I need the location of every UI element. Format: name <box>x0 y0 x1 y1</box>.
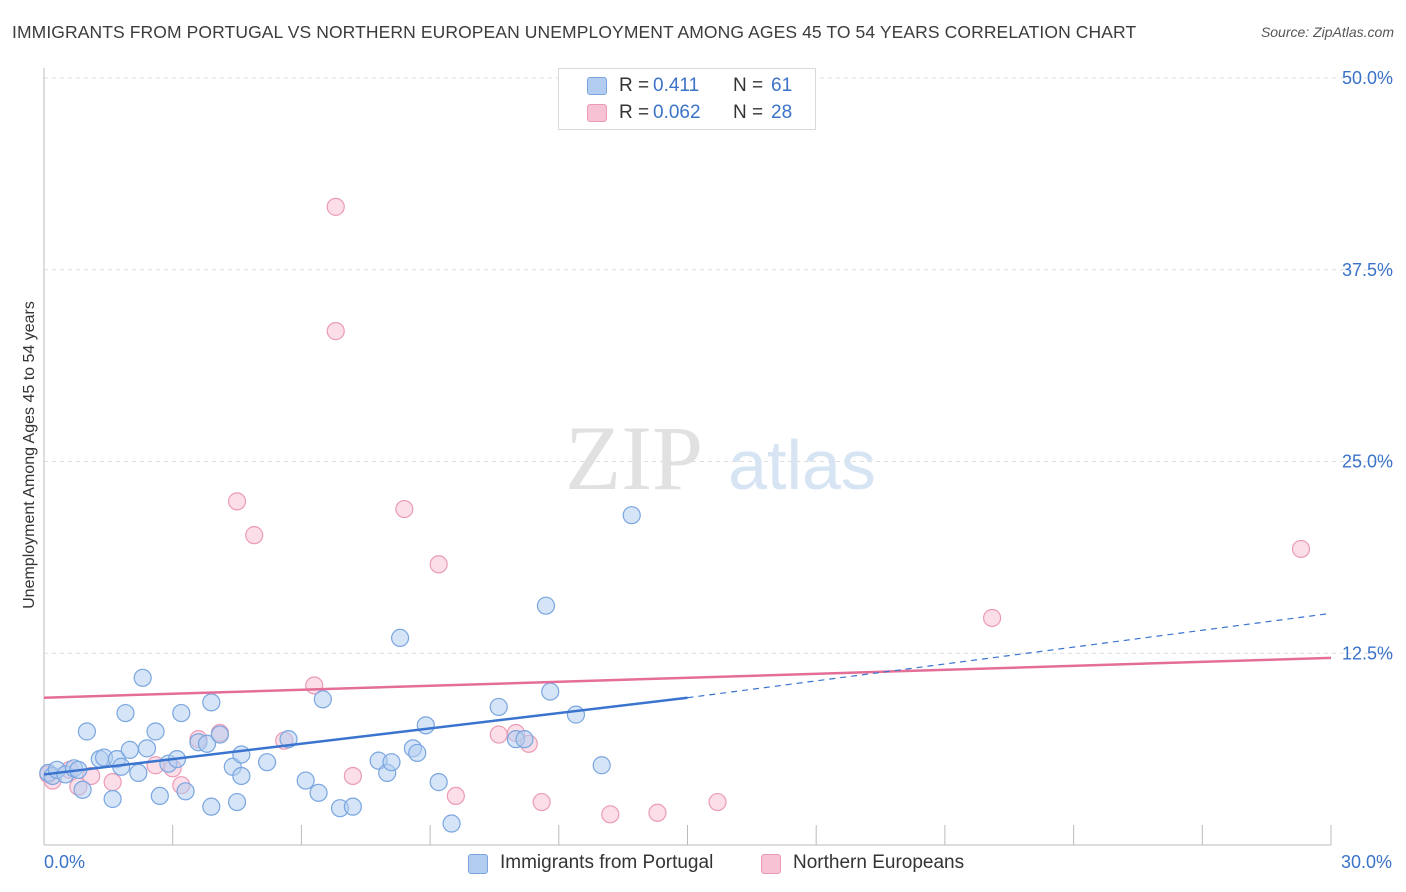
point-immigrants-from-portugal <box>442 814 461 833</box>
series-legend: Immigrants from Portugal Northern Europe… <box>0 852 1406 878</box>
point-northern-europeans <box>1291 539 1311 559</box>
point-immigrants-from-portugal <box>77 722 97 741</box>
point-immigrants-from-portugal <box>390 628 410 648</box>
legend-n-value: 28 <box>771 102 793 123</box>
point-northern-europeans <box>648 803 667 822</box>
legend-swatch-blue <box>468 854 488 874</box>
point-northern-europeans <box>326 322 345 341</box>
point-immigrants-from-portugal <box>202 693 221 712</box>
point-immigrants-from-portugal <box>120 740 139 759</box>
axes <box>43 68 1332 846</box>
watermark-atlas: atlas <box>728 426 876 504</box>
point-immigrants-from-portugal <box>429 773 448 792</box>
legend-swatch-pink <box>761 854 781 874</box>
series-northern-europeans <box>39 197 1311 824</box>
trendline-extension-immigrants-from-portugal <box>687 612 1332 699</box>
y-tick-label: 37.5% <box>1342 260 1393 280</box>
legend-swatch-blue <box>587 77 607 95</box>
point-immigrants-from-portugal <box>137 739 157 758</box>
legend-r-label: R = <box>619 102 650 123</box>
point-northern-europeans <box>103 773 122 792</box>
point-immigrants-from-portugal <box>489 697 508 717</box>
watermark-zip: ZIP <box>565 407 703 509</box>
legend-n-label: N = <box>733 102 764 123</box>
point-immigrants-from-portugal <box>309 783 328 802</box>
y-tick-labels: 12.5% 25.0% 37.5% 50.0% <box>1342 68 1393 663</box>
point-northern-europeans <box>227 492 247 511</box>
point-northern-europeans <box>489 725 508 744</box>
point-northern-europeans <box>245 526 264 545</box>
y-tick-label: 25.0% <box>1342 452 1393 472</box>
legend-swatch-pink <box>587 104 607 122</box>
series-immigrants-from-portugal <box>39 506 641 833</box>
point-immigrants-from-portugal <box>541 682 560 701</box>
legend-r-label: R = <box>619 75 650 96</box>
point-immigrants-from-portugal <box>103 789 122 809</box>
point-immigrants-from-portugal <box>176 782 195 801</box>
point-immigrants-from-portugal <box>172 703 191 723</box>
point-immigrants-from-portugal <box>566 705 586 724</box>
legend-r-value: 0.411 <box>653 75 700 96</box>
point-northern-europeans <box>343 766 362 786</box>
point-northern-europeans <box>326 197 345 216</box>
chart-title: IMMIGRANTS FROM PORTUGAL VS NORTHERN EUR… <box>12 22 1137 42</box>
point-immigrants-from-portugal <box>592 756 611 775</box>
source-attribution: Source: ZipAtlas.com <box>1260 24 1394 40</box>
point-immigrants-from-portugal <box>197 734 217 753</box>
point-immigrants-from-portugal <box>257 753 277 772</box>
y-tick-label: 50.0% <box>1342 68 1393 88</box>
y-axis-label: Unemployment Among Ages 45 to 54 years <box>21 301 38 609</box>
point-immigrants-from-portugal <box>150 786 169 806</box>
legend-n-label: N = <box>733 75 764 96</box>
legend-n-value: 61 <box>771 75 793 96</box>
point-immigrants-from-portugal <box>296 771 315 790</box>
grid-lines <box>44 77 1391 654</box>
point-immigrants-from-portugal <box>536 596 556 615</box>
point-immigrants-from-portugal <box>210 725 229 744</box>
point-immigrants-from-portugal <box>73 780 92 799</box>
point-northern-europeans <box>532 792 551 812</box>
point-northern-europeans <box>429 555 448 574</box>
x-tick-label-max: 30.0% <box>1340 852 1392 872</box>
point-immigrants-from-portugal <box>382 753 401 772</box>
legend-series-name: Northern Europeans <box>793 852 965 873</box>
point-immigrants-from-portugal <box>622 506 641 525</box>
point-immigrants-from-portugal <box>232 745 251 764</box>
point-immigrants-from-portugal <box>515 730 534 749</box>
point-immigrants-from-portugal <box>343 797 362 816</box>
point-immigrants-from-portugal <box>416 716 435 735</box>
point-northern-europeans <box>601 805 620 824</box>
legend-series-name: Immigrants from Portugal <box>500 852 714 873</box>
point-immigrants-from-portugal <box>146 722 165 741</box>
legend-r-value: 0.062 <box>653 102 701 123</box>
point-immigrants-from-portugal <box>232 766 251 786</box>
point-immigrants-from-portugal <box>408 743 427 763</box>
watermark: ZIP atlas <box>565 407 876 509</box>
point-immigrants-from-portugal <box>279 730 298 749</box>
point-northern-europeans <box>982 608 1002 628</box>
point-immigrants-from-portugal <box>313 690 332 709</box>
point-immigrants-from-portugal <box>129 763 148 783</box>
point-northern-europeans <box>446 786 465 806</box>
trendline-northern-europeans <box>43 656 1332 699</box>
point-immigrants-from-portugal <box>116 703 135 723</box>
trendline-immigrants-from-portugal <box>43 696 688 776</box>
correlation-legend: R = 0.411 N = 61 R = 0.062 N = 28 <box>558 68 816 130</box>
point-northern-europeans <box>395 499 414 519</box>
trendlines <box>43 612 1332 776</box>
x-tick-label-min: 0.0% <box>44 852 86 872</box>
point-immigrants-from-portugal <box>133 668 152 687</box>
point-immigrants-from-portugal <box>202 797 221 816</box>
point-northern-europeans <box>708 792 727 812</box>
point-immigrants-from-portugal <box>227 792 247 812</box>
y-tick-label: 12.5% <box>1342 643 1393 663</box>
